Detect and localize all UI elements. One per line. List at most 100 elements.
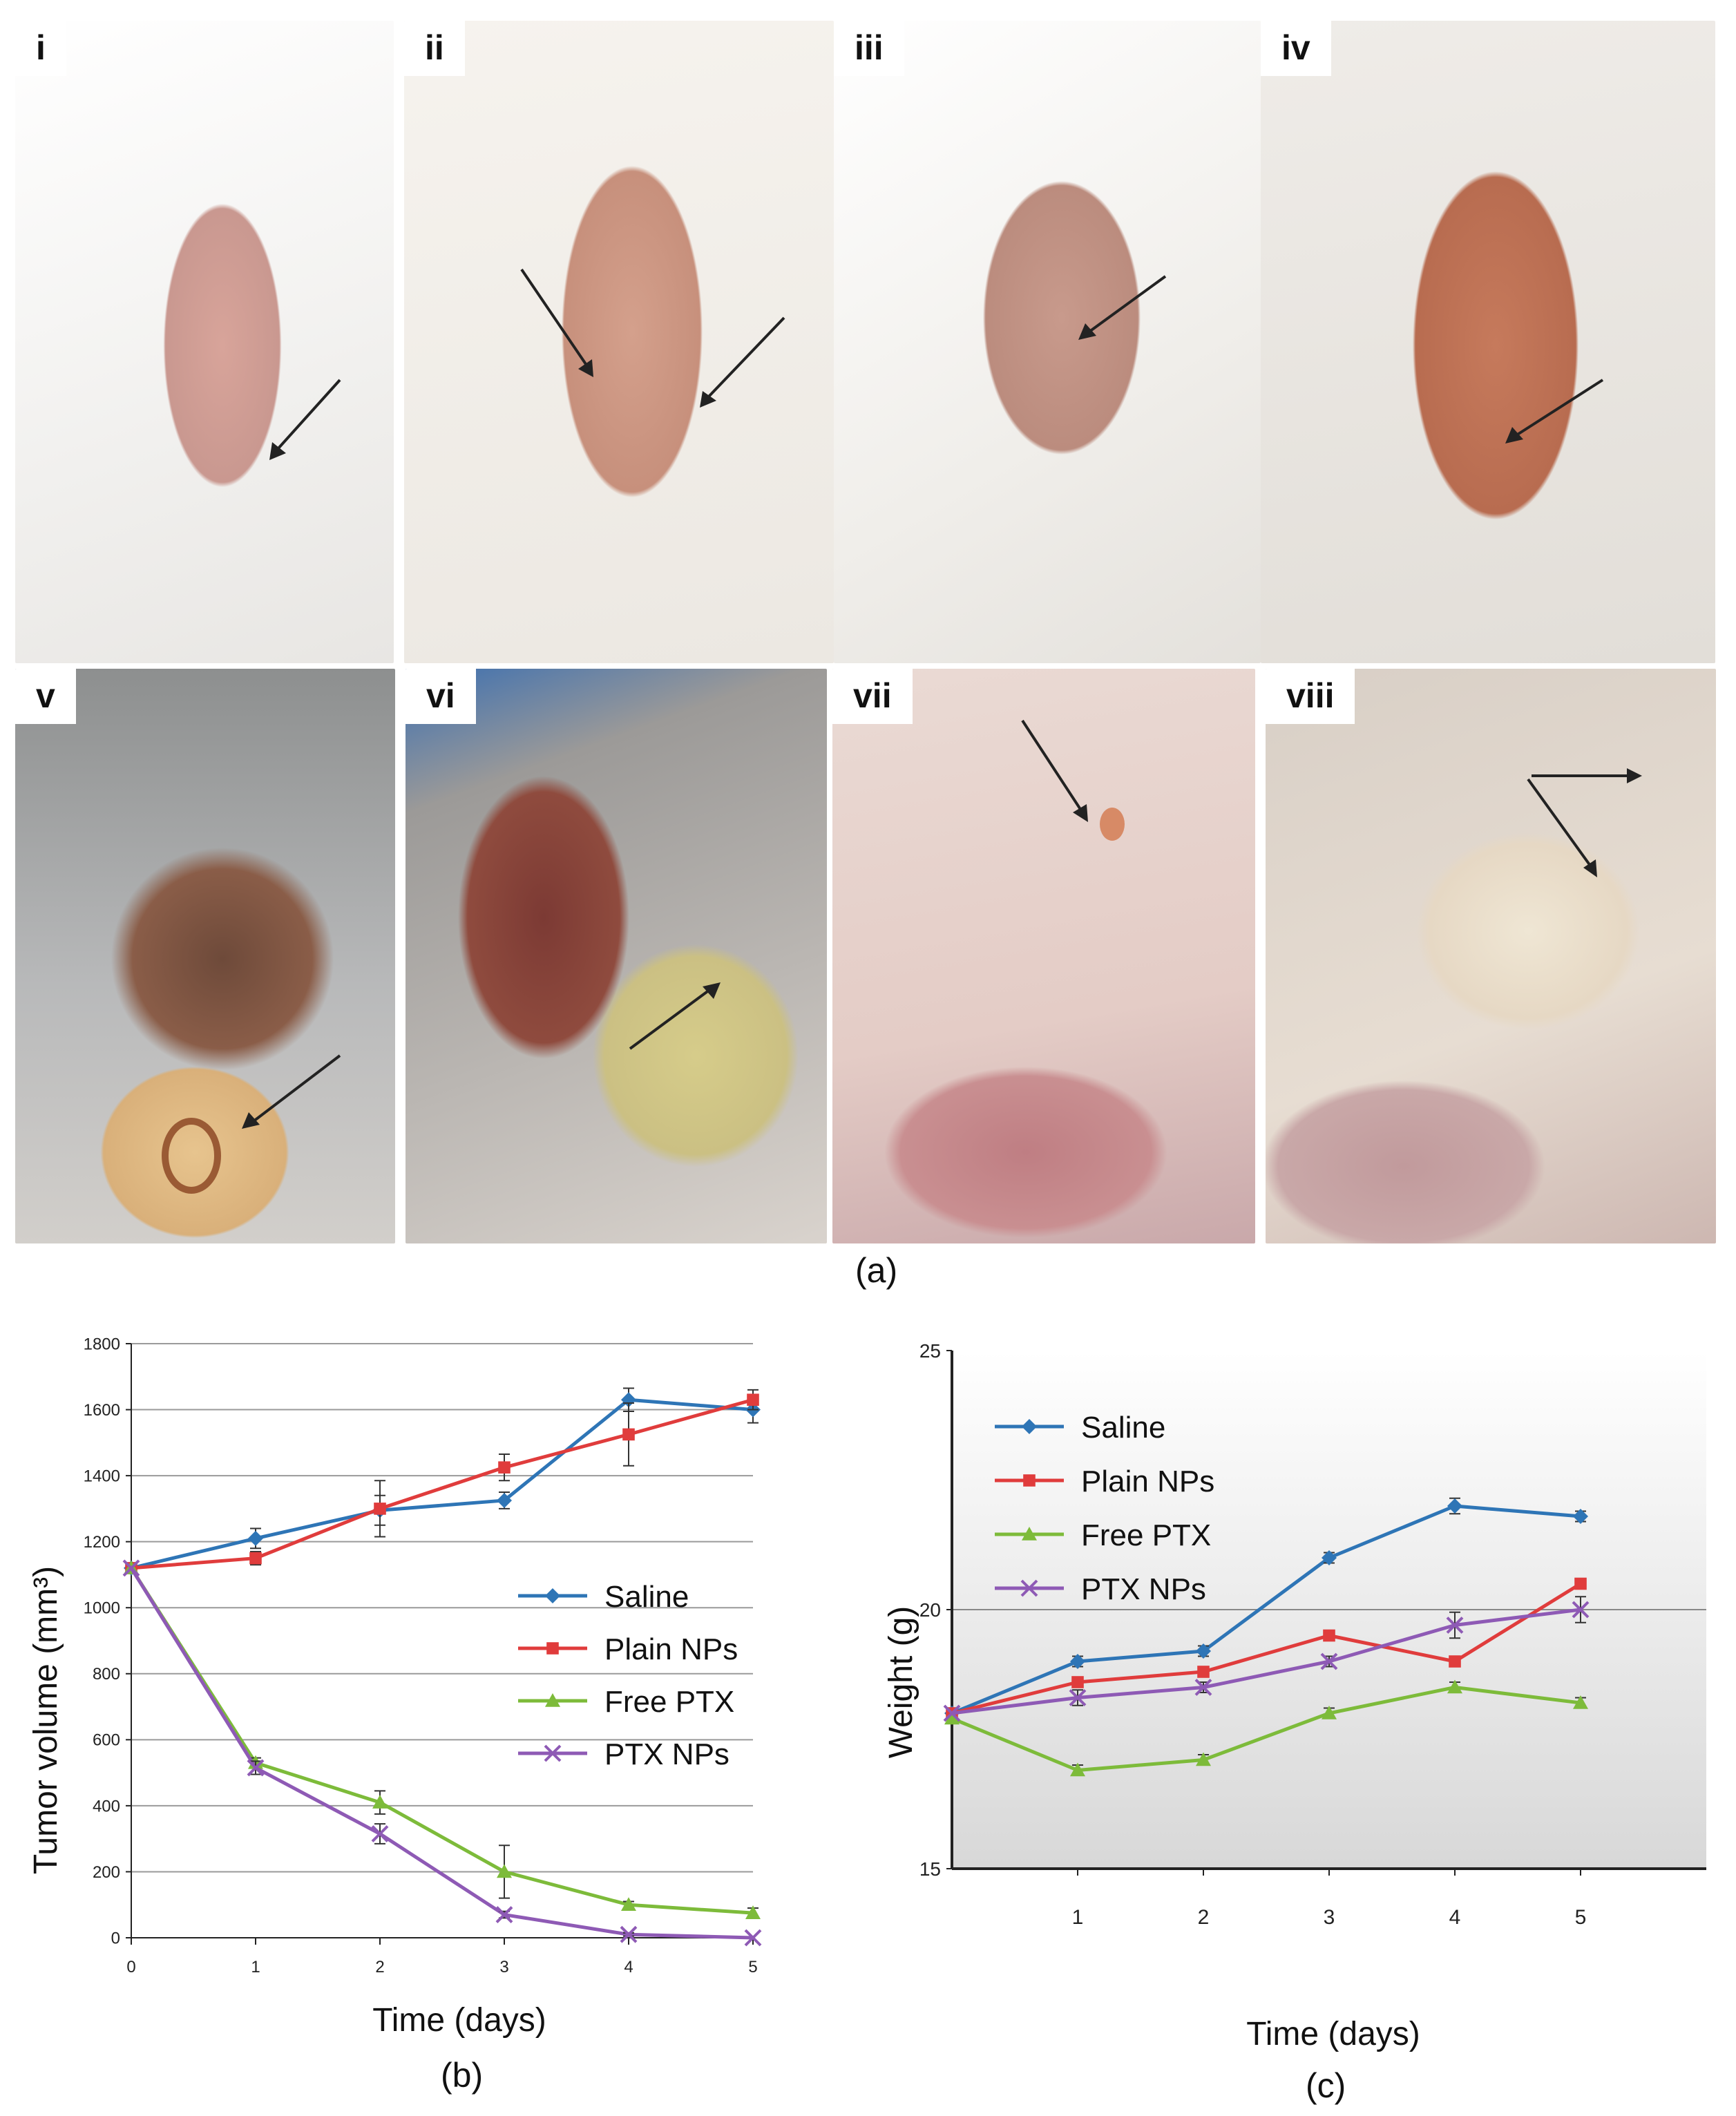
series-line-free-ptx xyxy=(129,1567,754,1915)
data-point xyxy=(498,1461,511,1474)
panel-label: iv xyxy=(1261,21,1331,76)
photo-panel-viii: viii xyxy=(1266,669,1716,1243)
tumor-arrow-icon xyxy=(162,1054,341,1194)
data-point xyxy=(1574,1577,1587,1590)
x-tick-label: 5 xyxy=(1575,1906,1587,1929)
data-point xyxy=(1447,1679,1462,1694)
legend-item-ptx-nps: PTX NPs xyxy=(995,1572,1206,1606)
panel-label: viii xyxy=(1266,669,1355,724)
data-point xyxy=(1071,1676,1084,1688)
photo-panel-i: i xyxy=(15,21,394,663)
photo-panel-iii: iii xyxy=(834,21,1261,663)
panel-label: v xyxy=(15,669,76,724)
data-point xyxy=(1322,1706,1337,1719)
x-tick-label: 2 xyxy=(375,1958,384,1976)
data-point xyxy=(943,1704,961,1722)
x-tick-label: 5 xyxy=(748,1958,757,1976)
data-point xyxy=(371,1825,389,1842)
data-point xyxy=(1194,1679,1212,1696)
photo-panel-vi: vi xyxy=(406,669,827,1243)
data-point xyxy=(620,1925,638,1943)
series-line-saline xyxy=(131,1398,754,1570)
series-line-ptx-nps xyxy=(129,1567,754,1940)
data-point xyxy=(944,1710,960,1725)
legend-label: Free PTX xyxy=(1081,1518,1211,1552)
x-tick-label: 4 xyxy=(1449,1906,1461,1929)
legend-marker xyxy=(1020,1579,1038,1597)
data-point xyxy=(497,1864,512,1878)
legend-marker xyxy=(544,1744,562,1762)
legend-label: Free PTX xyxy=(604,1685,734,1719)
y-tick-label: 800 xyxy=(93,1665,120,1684)
tumor-arrow-icon xyxy=(1021,719,1125,841)
photo-panel-ii: ii xyxy=(404,21,834,663)
data-point xyxy=(248,1530,263,1546)
data-point xyxy=(745,1905,761,1919)
legend-label: Plain NPs xyxy=(1081,1465,1214,1498)
data-point xyxy=(1573,1509,1588,1524)
legend-item-saline: Saline xyxy=(995,1411,1165,1445)
legend-item-free-ptx: Free PTX xyxy=(518,1685,734,1719)
legend-item-plain-nps: Plain NPs xyxy=(518,1632,738,1666)
panel-label: vi xyxy=(406,669,476,724)
series-ptx-nps xyxy=(943,1596,1590,1722)
data-point xyxy=(247,1759,265,1777)
x-axis-label: Time (days) xyxy=(1246,2016,1420,2052)
data-point xyxy=(122,1559,140,1577)
legend-label: Saline xyxy=(604,1580,689,1614)
x-tick-label: 3 xyxy=(1324,1906,1335,1929)
weight-chart: 15 20 25 1 2 3 4 5 Saline Plain NPs Free PTX PTX N… xyxy=(883,1340,1706,2052)
data-point xyxy=(622,1428,635,1441)
data-point xyxy=(744,1929,762,1947)
data-point xyxy=(1446,1617,1464,1634)
data-point xyxy=(1322,1550,1337,1565)
y-tick-label: 1000 xyxy=(84,1599,120,1618)
y-tick-label: 200 xyxy=(93,1863,120,1882)
legend-marker xyxy=(1022,1419,1037,1434)
tumor-arrow-icon xyxy=(1078,275,1167,340)
series-free-ptx xyxy=(944,1679,1588,1777)
series-line-ptx-nps xyxy=(951,1608,1581,1715)
legend-item-ptx-nps: PTX NPs xyxy=(518,1737,729,1771)
y-tick-label: 0 xyxy=(111,1929,120,1947)
legend-marker xyxy=(545,1588,560,1603)
legend-marker xyxy=(1023,1474,1036,1487)
data-point xyxy=(1196,1752,1211,1766)
series-plain-nps xyxy=(946,1577,1587,1719)
y-tick-label: 600 xyxy=(93,1731,120,1750)
data-point xyxy=(1572,1601,1590,1619)
x-tick-label: 0 xyxy=(126,1958,135,1976)
y-tick-label: 1600 xyxy=(84,1401,120,1420)
tumor-arrow-icon xyxy=(629,982,721,1050)
legend-item-free-ptx: Free PTX xyxy=(995,1518,1211,1552)
caption-c: (c) xyxy=(1306,2066,1346,2105)
y-tick-label: 20 xyxy=(919,1599,941,1621)
x-tick-label: 1 xyxy=(1072,1906,1084,1929)
series-plain-nps xyxy=(125,1389,759,1574)
tumor-arrow-icon xyxy=(520,268,785,408)
legend-label: Plain NPs xyxy=(604,1632,738,1666)
tumor-arrow-icon xyxy=(269,379,341,460)
data-point xyxy=(1320,1652,1338,1670)
data-point xyxy=(1070,1654,1085,1669)
data-point xyxy=(1196,1643,1211,1659)
y-tick-label: 1400 xyxy=(84,1467,120,1486)
legend-item-plain-nps: Plain NPs xyxy=(995,1465,1214,1498)
data-point xyxy=(249,1552,262,1565)
y-axis-label: Tumor volume (mm³) xyxy=(28,1566,64,1874)
data-point xyxy=(374,1503,386,1515)
x-tick-label: 1 xyxy=(251,1958,260,1976)
data-point xyxy=(372,1795,388,1809)
series-line-plain-nps xyxy=(951,1582,1582,1715)
series-saline xyxy=(944,1497,1588,1721)
legend-label: Saline xyxy=(1081,1411,1165,1445)
series-line-saline xyxy=(951,1504,1581,1715)
series-line-free-ptx xyxy=(951,1686,1581,1772)
tumor-arrow-icon xyxy=(1505,379,1604,444)
x-tick-label: 4 xyxy=(624,1958,633,1976)
data-point xyxy=(621,1897,636,1912)
series-saline xyxy=(124,1387,761,1576)
legend-label: PTX NPs xyxy=(604,1737,729,1771)
data-point xyxy=(1070,1762,1085,1777)
